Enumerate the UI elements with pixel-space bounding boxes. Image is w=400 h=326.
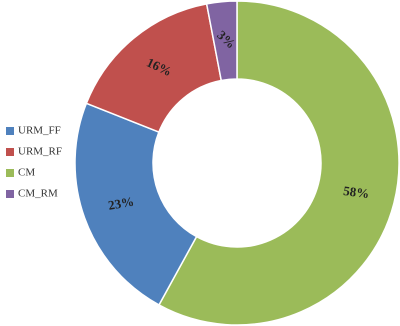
legend-swatch — [6, 148, 14, 156]
legend-swatch — [6, 169, 14, 177]
legend-swatch — [6, 127, 14, 135]
legend-label: CM — [18, 167, 35, 179]
legend-swatch — [6, 190, 14, 198]
legend-label: URM_FF — [18, 125, 61, 137]
donut-slice — [74, 102, 198, 306]
legend-label: CM_RM — [18, 188, 58, 200]
data-label: 23% — [107, 194, 135, 213]
legend-label: URM_RF — [18, 146, 62, 158]
donut-slice — [205, 0, 238, 82]
data-label: 58% — [342, 183, 370, 201]
donut-slice — [157, 0, 400, 326]
